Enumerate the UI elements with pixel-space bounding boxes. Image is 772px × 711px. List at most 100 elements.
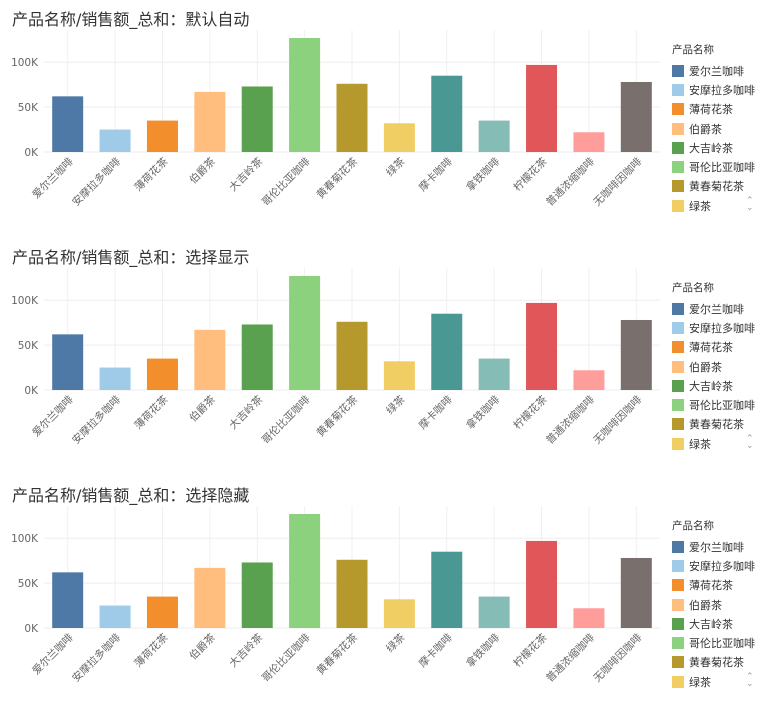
x-tick-label: 绿茶 bbox=[383, 155, 407, 179]
legend-item[interactable]: 哥伦比亚咖啡 bbox=[672, 157, 772, 176]
bar bbox=[336, 321, 368, 390]
legend-swatch bbox=[672, 675, 684, 688]
legend-swatch bbox=[672, 83, 684, 96]
bar bbox=[241, 562, 273, 628]
legend-label: 黄春菊花茶 bbox=[689, 180, 744, 194]
legend-label: 爱尔兰咖啡 bbox=[689, 540, 744, 554]
y-tick-label: 100K bbox=[11, 533, 39, 545]
x-tick-label: 大吉岭茶 bbox=[226, 393, 265, 432]
legend-label: 大吉岭茶 bbox=[689, 617, 733, 631]
legend-items: 爱尔兰咖啡安摩拉多咖啡 薄荷花茶 伯爵茶大吉岭茶哥伦比亚咖啡黄春菊花茶绿茶 bbox=[672, 537, 772, 691]
x-tick-label: 伯爵茶 bbox=[187, 155, 219, 187]
chart-panel-1: 产品名称/销售额_总和：默认自动 0K 50K 100K 爱尔兰咖啡 安摩拉多咖啡 薄荷花… bbox=[0, 0, 772, 235]
bar bbox=[194, 91, 226, 152]
x-tick-label: 柠檬花茶 bbox=[511, 631, 550, 670]
x-tick-label: 薄荷花茶 bbox=[132, 631, 171, 670]
scroll-arrows-icon[interactable]: ⌃ ⌄ bbox=[746, 434, 754, 451]
x-tick-label: 爱尔兰咖啡 bbox=[29, 631, 76, 678]
legend-swatch bbox=[672, 617, 684, 630]
legend-label: 绿茶 bbox=[689, 437, 711, 451]
legend-item[interactable]: 黄春菊花茶 bbox=[672, 415, 772, 434]
legend-item[interactable]: 安摩拉多咖啡 bbox=[672, 556, 772, 575]
legend-swatch bbox=[672, 637, 684, 650]
x-tick-label: 黄春菊花茶 bbox=[314, 155, 361, 202]
bar bbox=[289, 514, 321, 628]
legend-label: 爱尔兰咖啡 bbox=[689, 64, 744, 78]
x-tick-label: 无咖啡因咖啡 bbox=[591, 631, 644, 684]
legend-label: 薄荷花茶 bbox=[689, 341, 733, 355]
legend-item[interactable]: 薄荷花茶 bbox=[672, 576, 772, 595]
legend-swatch bbox=[672, 598, 684, 611]
legend-swatch bbox=[672, 321, 684, 334]
legend-swatch bbox=[672, 579, 684, 592]
legend-item[interactable]: 伯爵茶 bbox=[672, 119, 772, 138]
bar bbox=[99, 129, 131, 152]
legend-label: 大吉岭茶 bbox=[689, 141, 733, 155]
legend-item[interactable]: 伯爵茶 bbox=[672, 595, 772, 614]
legend-item[interactable]: 伯爵茶 bbox=[672, 357, 772, 376]
legend-item[interactable]: 安摩拉多咖啡 bbox=[672, 80, 772, 99]
y-tick-label: 100K bbox=[11, 57, 39, 69]
legend-item[interactable]: 大吉岭茶 bbox=[672, 376, 772, 395]
x-tick-label: 安摩拉多咖啡 bbox=[69, 631, 123, 685]
bar bbox=[620, 319, 652, 390]
bar bbox=[526, 302, 558, 390]
bar bbox=[336, 559, 368, 628]
x-tick-label: 无咖啡因咖啡 bbox=[591, 393, 644, 446]
bar bbox=[52, 334, 84, 390]
legend-item[interactable]: 薄荷花茶 bbox=[672, 100, 772, 119]
bar bbox=[478, 120, 510, 152]
x-tick-label: 柠檬花茶 bbox=[511, 155, 550, 194]
y-tick-label: 50K bbox=[18, 102, 39, 114]
bar bbox=[52, 96, 84, 152]
bar bbox=[146, 596, 178, 628]
legend-item[interactable]: 绿茶 bbox=[672, 196, 772, 215]
x-tick-label: 拿铁咖啡 bbox=[463, 155, 502, 194]
legend-swatch bbox=[672, 199, 684, 212]
bar bbox=[336, 83, 368, 152]
x-tick-label: 摩卡咖啡 bbox=[416, 155, 455, 194]
legend-label: 安摩拉多咖啡 bbox=[689, 83, 755, 97]
x-tick-label: 绿茶 bbox=[383, 631, 407, 655]
x-tick-label: 普通浓缩咖啡 bbox=[543, 631, 597, 685]
scroll-arrows-icon[interactable]: ⌃ ⌄ bbox=[746, 196, 754, 213]
legend-item[interactable]: 薄荷花茶 bbox=[672, 338, 772, 357]
legend-label: 黄春菊花茶 bbox=[689, 656, 744, 670]
bar bbox=[573, 132, 605, 152]
x-tick-label: 伯爵茶 bbox=[187, 631, 219, 663]
x-tick-label: 摩卡咖啡 bbox=[416, 393, 455, 432]
legend-item[interactable]: 爱尔兰咖啡 bbox=[672, 61, 772, 80]
x-tick-label: 大吉岭茶 bbox=[226, 155, 265, 194]
bar bbox=[241, 86, 273, 152]
x-tick-label: 黄春菊花茶 bbox=[314, 631, 361, 678]
x-tick-label: 薄荷花茶 bbox=[132, 393, 171, 432]
legend-swatch bbox=[672, 161, 684, 174]
legend-item[interactable]: 哥伦比亚咖啡 bbox=[672, 633, 772, 652]
x-tick-label: 爱尔兰咖啡 bbox=[29, 155, 76, 202]
legend-item[interactable]: 哥伦比亚咖啡 bbox=[672, 395, 772, 414]
bar bbox=[620, 557, 652, 628]
x-tick-label: 哥伦比亚咖啡 bbox=[259, 393, 313, 447]
x-tick-label: 爱尔兰咖啡 bbox=[29, 393, 76, 440]
legend-item[interactable]: 黄春菊花茶 bbox=[672, 653, 772, 672]
legend-item[interactable]: 黄春菊花茶 bbox=[672, 177, 772, 196]
bar bbox=[526, 540, 558, 628]
legend-label: 伯爵茶 bbox=[689, 122, 722, 136]
x-tick-label: 安摩拉多咖啡 bbox=[69, 155, 123, 209]
legend-item[interactable]: 大吉岭茶 bbox=[672, 138, 772, 157]
scroll-arrows-icon[interactable]: ⌃ ⌄ bbox=[746, 672, 754, 689]
legend-label: 哥伦比亚咖啡 bbox=[689, 161, 755, 175]
legend-item[interactable]: 大吉岭茶 bbox=[672, 614, 772, 633]
bar bbox=[194, 567, 226, 628]
legend-item[interactable]: 爱尔兰咖啡 bbox=[672, 299, 772, 318]
legend-item[interactable]: 安摩拉多咖啡 bbox=[672, 318, 772, 337]
chart-title: 产品名称/销售额_总和：选择显示 bbox=[12, 248, 250, 267]
legend-label: 绿茶 bbox=[689, 199, 711, 213]
legend-item[interactable]: 绿茶 bbox=[672, 672, 772, 691]
legend-swatch bbox=[672, 656, 684, 669]
bar bbox=[526, 64, 558, 152]
legend-item[interactable]: 爱尔兰咖啡 bbox=[672, 537, 772, 556]
legend-item[interactable]: 绿茶 bbox=[672, 434, 772, 453]
chart-panel-2: 产品名称/销售额_总和：选择显示 0K 50K 100K 爱尔兰咖啡 安摩拉多咖啡 薄荷花… bbox=[0, 238, 772, 473]
